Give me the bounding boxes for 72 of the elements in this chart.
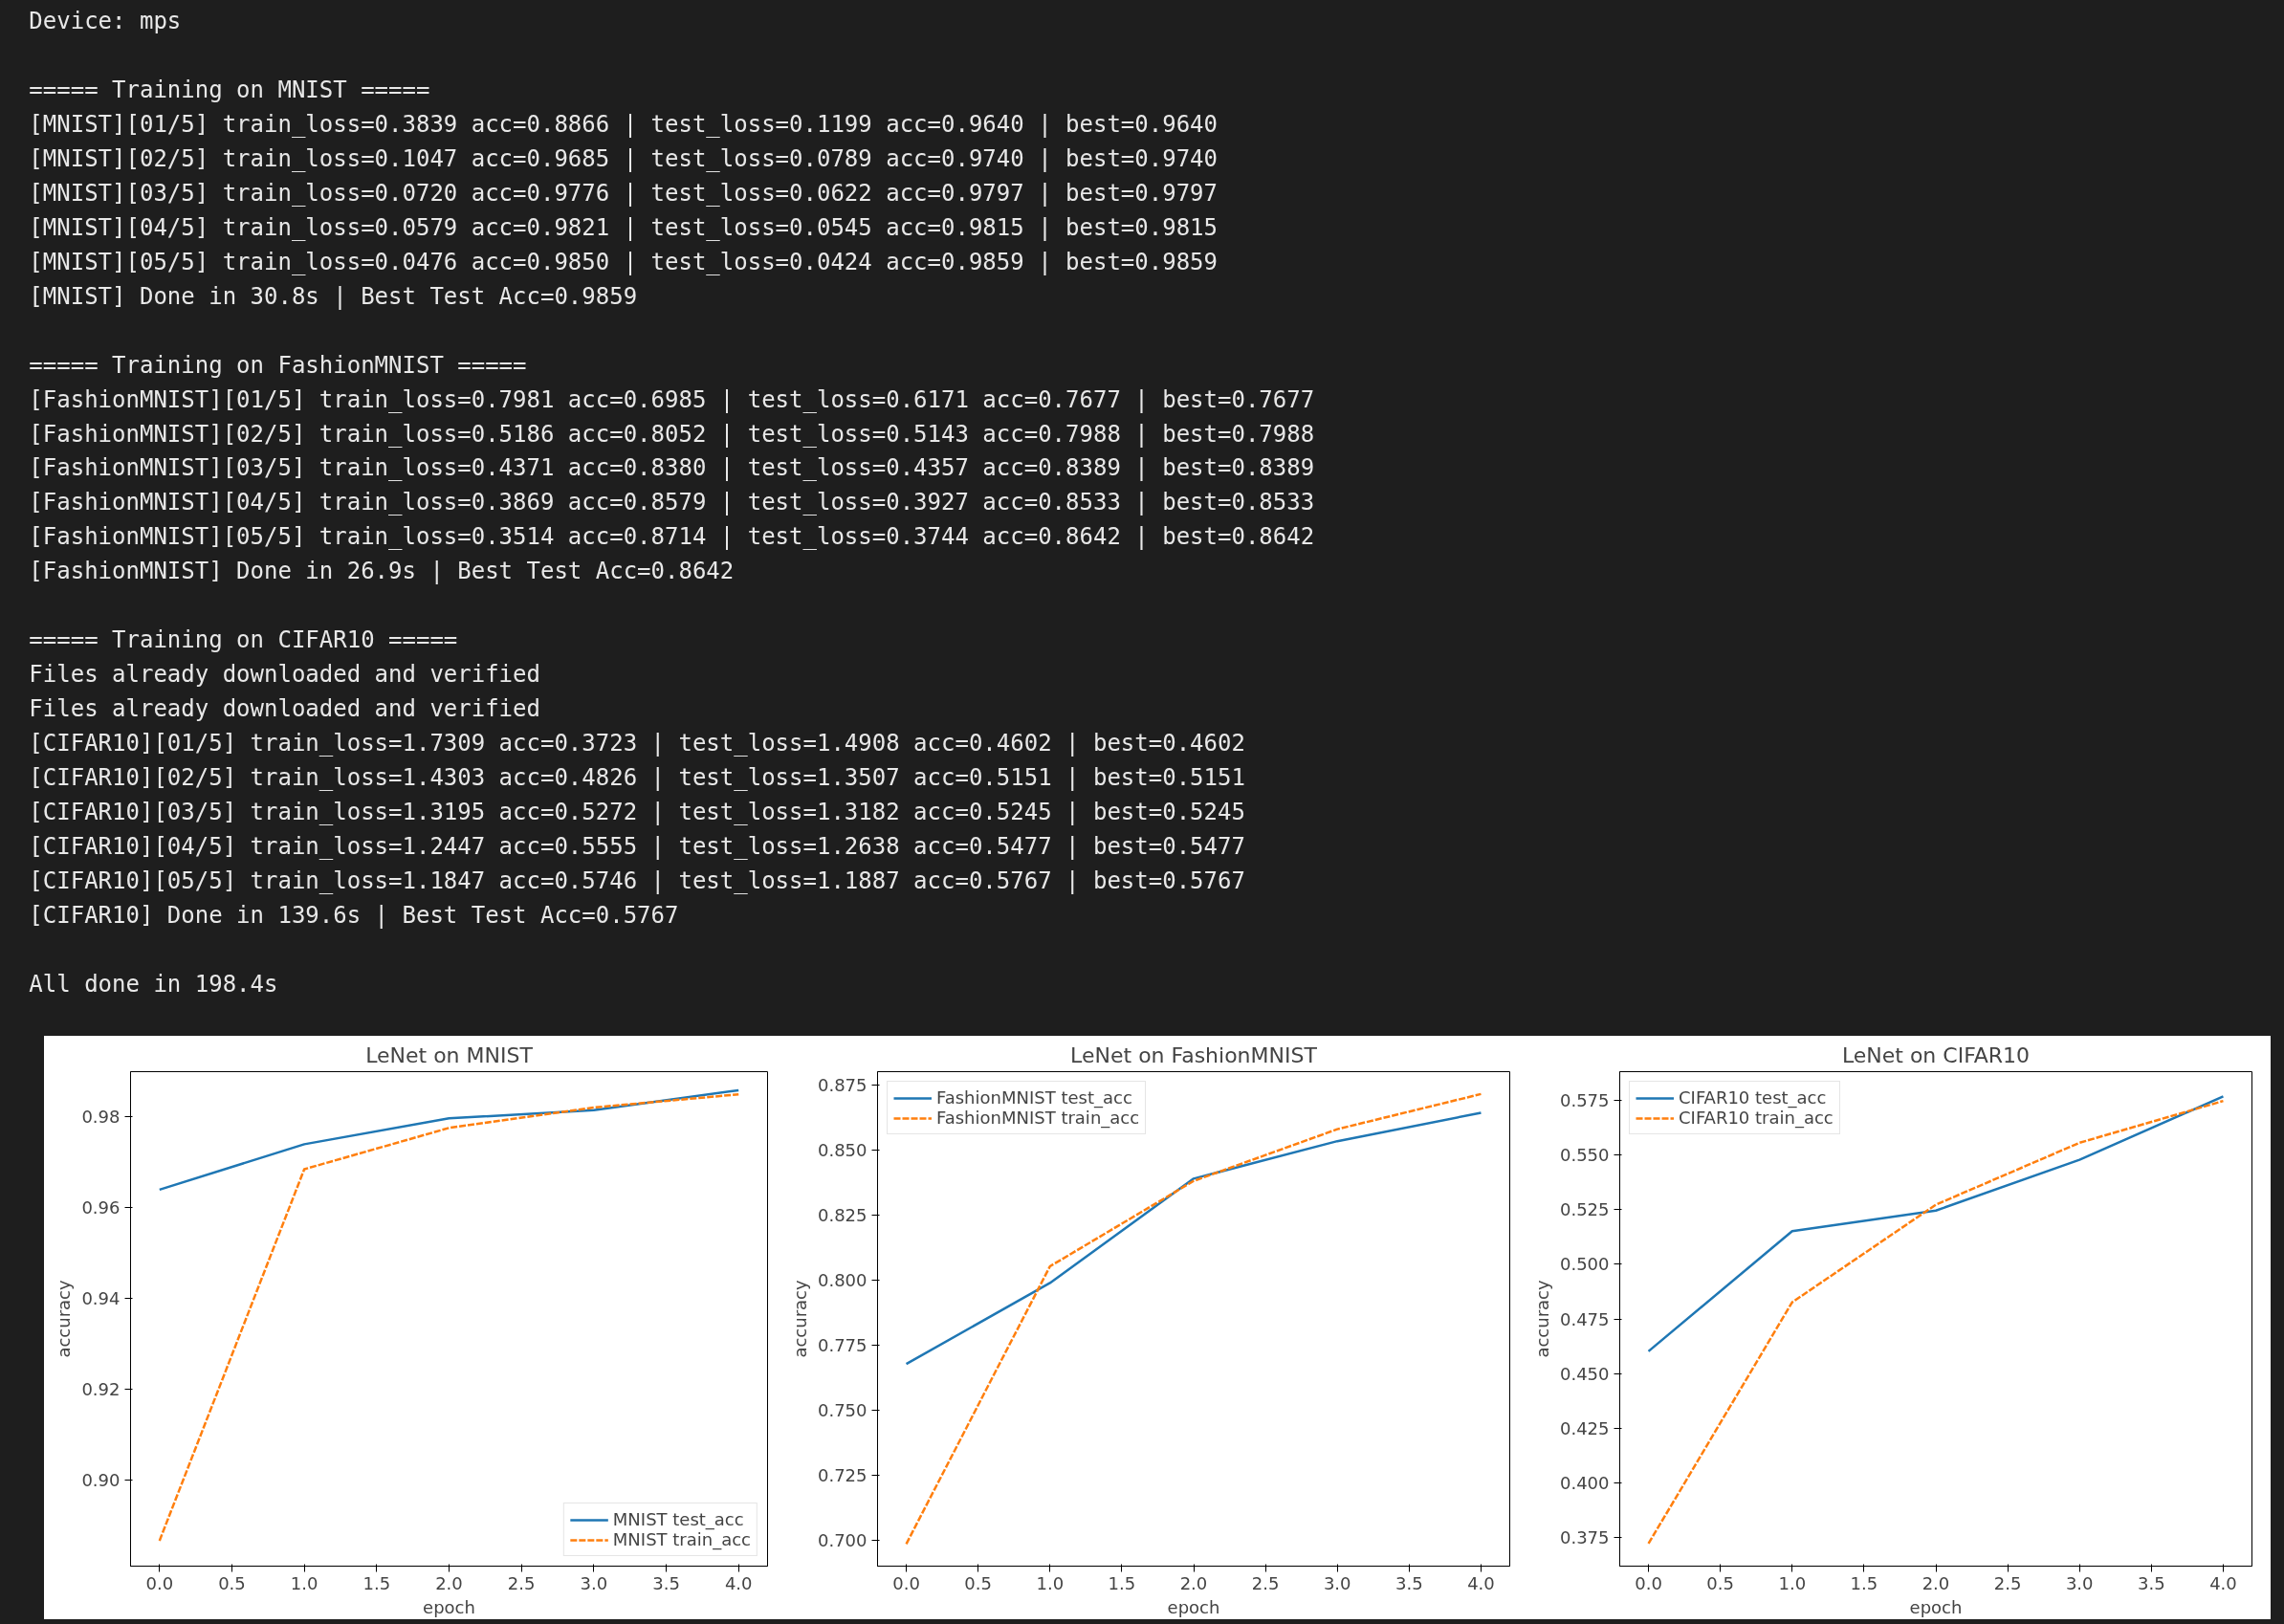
line-series [905, 1111, 1482, 1366]
x-tick-label: 3.0 [2065, 1572, 2094, 1593]
legend-label: FashionMNIST train_acc [936, 1108, 1140, 1128]
x-tick-label: 1.0 [1036, 1572, 1065, 1593]
x-tick-label: 0.5 [1706, 1572, 1734, 1593]
x-axis-title: epoch [1167, 1596, 1220, 1617]
legend-label: MNIST train_acc [612, 1529, 751, 1549]
y-tick-label: 0.90 [81, 1469, 121, 1490]
text: All done in 198.4s [29, 970, 278, 998]
x-tick-label: 2.5 [507, 1572, 536, 1593]
x-tick-label: 0.0 [145, 1572, 174, 1593]
x-tick-label: 0.0 [1635, 1572, 1662, 1593]
x-tick-label: 1.5 [1108, 1572, 1136, 1593]
y-tick-label: 0.450 [1559, 1363, 1610, 1384]
y-tick-label: 0.525 [1559, 1199, 1610, 1220]
chart-title: LeNet on MNIST [365, 1042, 534, 1067]
y-tick-label: 0.94 [81, 1288, 121, 1309]
x-tick-label: 2.5 [1993, 1572, 2022, 1593]
x-tick-label: 1.0 [290, 1572, 318, 1593]
legend-label: CIFAR10 test_acc [1679, 1087, 1827, 1108]
y-tick-label: 0.400 [1559, 1473, 1610, 1494]
x-tick-label: 1.5 [362, 1572, 391, 1593]
x-tick-label: 3.0 [580, 1572, 608, 1593]
x-tick-label: 2.0 [1922, 1572, 1950, 1593]
text: ===== Training on FashionMNIST ===== [FashionMNIST][01/5] train_loss=0.7981 acc=0.6985 | test_loss=0.6171 acc=0.7677 | best=0.7677 [FashionMNIST][02/5] train_loss=0.5186 acc=0.8052 | test_loss=0.5143 acc=0.7988 | best=0.7988 [FashionMNIST][03/5] train_loss=0.4371 acc=0.8380 | test_loss=0.4357 acc=0.8389 | best=0.8389 [FashionMNIST][04/5] train_loss=0.3869 acc=0.8579 | test_loss=0.3927 acc=0.8533 | best=0.8533 [FashionMNIST][05/5] train_loss=0.3514 acc=0.8714 | test_loss=0.3744 acc=0.8642 | best=0.8642 [FashionMNIST] Done in 26.9s | Best Test Acc=0.8642 [29, 351, 1315, 585]
x-tick-label: 2.5 [1251, 1572, 1280, 1593]
y-axis-title: accuracy [54, 1280, 75, 1358]
y-tick-label: 0.725 [817, 1464, 867, 1485]
text: ===== Training on MNIST ===== [MNIST][01/5] train_loss=0.3839 acc=0.8866 | test_loss=0.1199 acc=0.9640 | best=0.9640 [MNIST][02/5] train_loss=0.1047 acc=0.9685 | test_loss=0.0789 acc=0.9740 | best=0.9740 [MNIST][03/5] train_loss=0.0720 acc=0.9776 | test_loss=0.0622 acc=0.9797 | best=0.9797 [MNIST][04/5] train_loss=0.0579 acc=0.9821 | test_loss=0.0545 acc=0.9815 | best=0.9815 [MNIST][05/5] train_loss=0.0476 acc=0.9850 | test_loss=0.0424 acc=0.9859 | best=0.9859 [MNIST] Done in 30.8s | Best Test Acc=0.9859 [29, 76, 1218, 310]
x-tick-label: 2.0 [1179, 1572, 1208, 1593]
y-tick-label: 0.475 [1559, 1308, 1610, 1329]
x-tick-label: 0.5 [964, 1572, 992, 1593]
x-tick-label: 4.0 [1467, 1572, 1495, 1593]
line-series [905, 1092, 1482, 1546]
line-series [158, 1088, 740, 1192]
y-tick-label: 0.775 [817, 1334, 867, 1355]
y-axis-title: accuracy [1531, 1280, 1552, 1358]
y-tick-label: 0.875 [817, 1074, 867, 1095]
y-tick-label: 0.750 [817, 1399, 867, 1420]
text: Device: mps [29, 8, 182, 35]
x-tick-label: 0.0 [892, 1572, 920, 1593]
x-tick-label: 3.5 [2138, 1572, 2165, 1593]
chart-title: LeNet on CIFAR10 [1841, 1042, 2031, 1067]
x-tick-label: 4.0 [2209, 1572, 2237, 1593]
x-tick-label: 1.5 [1850, 1572, 1878, 1593]
x-tick-label: 0.5 [218, 1572, 246, 1593]
y-tick-label: 0.425 [1559, 1417, 1610, 1438]
y-tick-label: 0.800 [817, 1269, 867, 1290]
y-tick-label: 0.700 [817, 1529, 867, 1550]
x-tick-label: 1.0 [1778, 1572, 1807, 1593]
legend-label: CIFAR10 train_acc [1679, 1108, 1834, 1128]
y-tick-label: 0.375 [1559, 1527, 1610, 1548]
y-tick-label: 0.92 [81, 1379, 121, 1400]
x-tick-label: 4.0 [724, 1572, 753, 1593]
x-tick-label: 3.5 [652, 1572, 680, 1593]
chart-title: LeNet on FashionMNIST [1070, 1042, 1318, 1067]
y-tick-label: 0.825 [817, 1204, 867, 1225]
y-tick-label: 0.850 [817, 1139, 867, 1160]
x-axis-title: epoch [423, 1596, 475, 1617]
y-tick-label: 0.98 [81, 1107, 121, 1128]
y-tick-label: 0.500 [1559, 1254, 1610, 1275]
y-tick-label: 0.550 [1559, 1144, 1610, 1165]
legend-label: FashionMNIST test_acc [936, 1087, 1132, 1108]
x-tick-label: 3.5 [1395, 1572, 1423, 1593]
y-axis-title: accuracy [789, 1280, 810, 1358]
text: ===== Training on CIFAR10 ===== Files already downloaded and verified Files already downloaded and verified [CIFAR10][01/5] train_loss=1.7309 acc=0.3723 | test_loss=1.4908 acc=0.4602 | best=0.4602 [CIFAR10][02/5] train_loss=1.4303 acc=0.4826 | test_loss=1.3507 acc=0.5151 | best=0.5151 [CIFAR10][03/5] train_loss=1.3195 acc=0.5272 | test_loss=1.3182 acc=0.5245 | best=0.5245 [CIFAR10][04/5] train_loss=1.2447 acc=0.5555 | test_loss=1.2638 acc=0.5477 | best=0.5477 [CIFAR10][05/5] train_loss=1.1847 acc=0.5746 | test_loss=1.1887 acc=0.5767 | best=0.5767 [CIFAR10] Done in 139.6s | Best Test Acc=0.5767 [29, 626, 1245, 929]
legend-label: MNIST test_acc [612, 1509, 744, 1529]
y-tick-label: 0.575 [1559, 1089, 1610, 1110]
x-axis-title: epoch [1909, 1596, 1963, 1617]
x-tick-label: 2.0 [435, 1572, 463, 1593]
x-tick-label: 3.0 [1323, 1572, 1351, 1593]
y-tick-label: 0.96 [81, 1197, 121, 1218]
